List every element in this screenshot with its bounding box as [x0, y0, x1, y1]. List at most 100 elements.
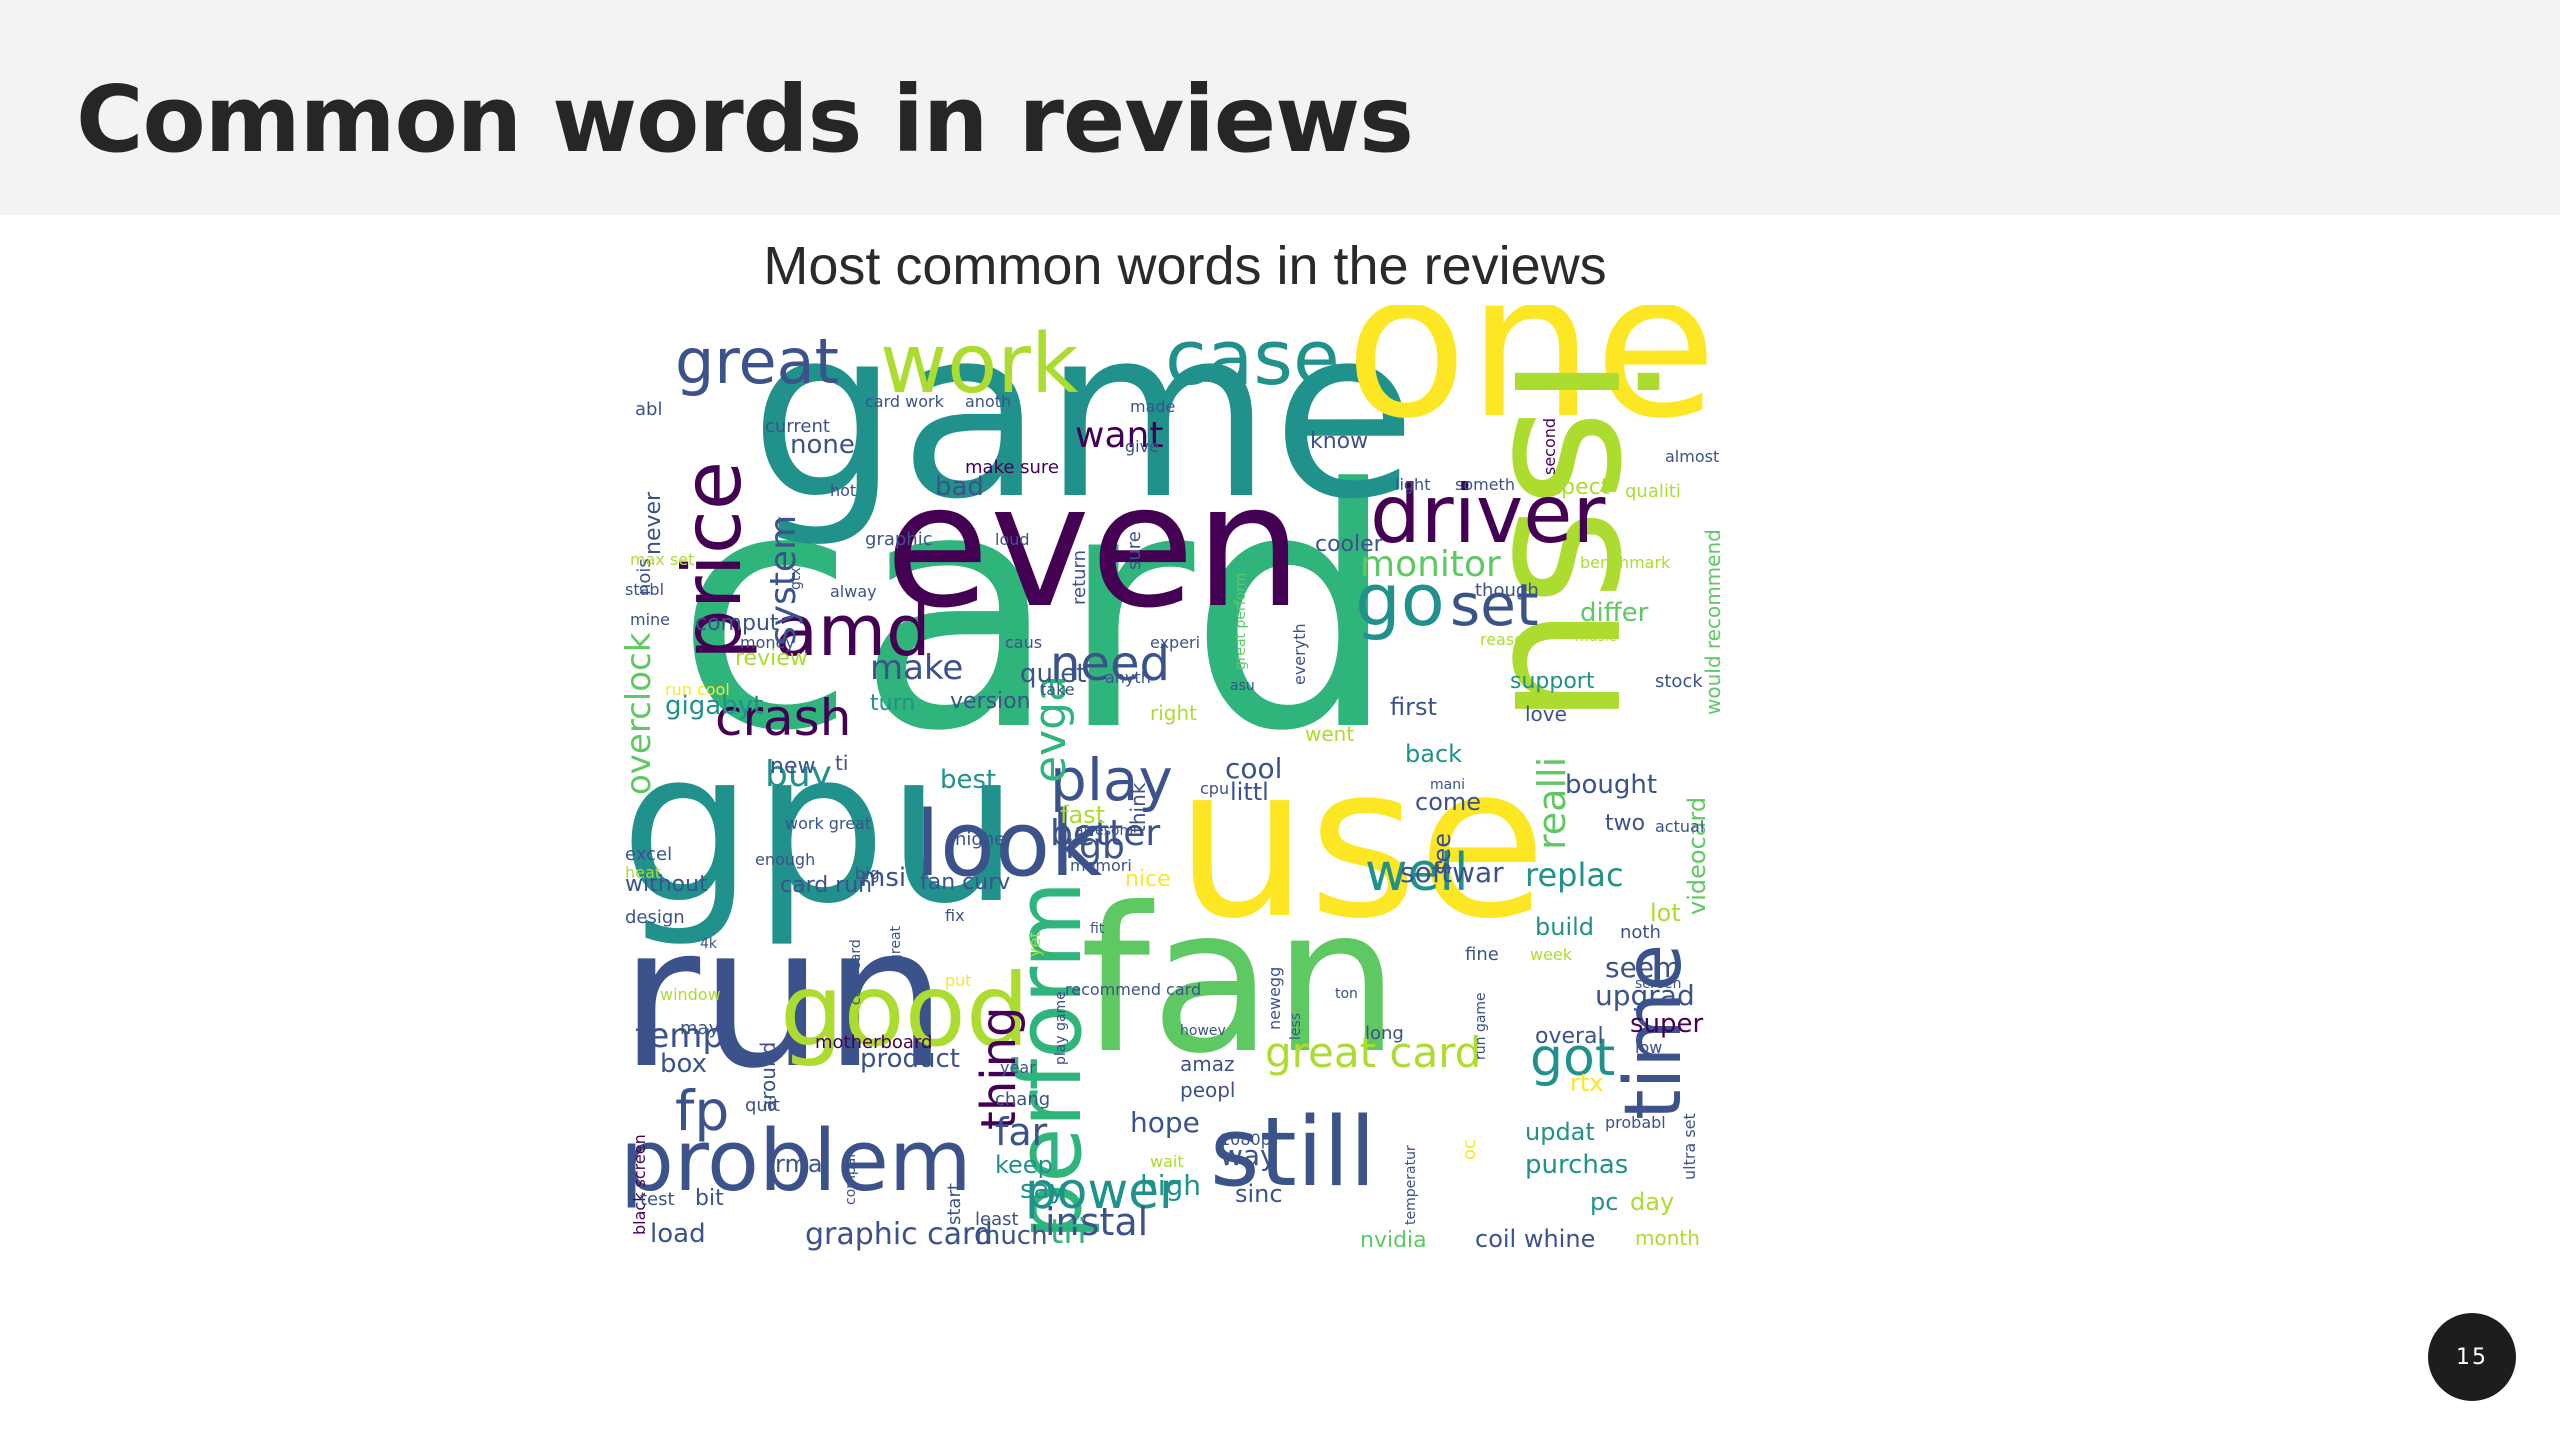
wordcloud-word: howev	[1180, 1023, 1226, 1039]
wordcloud-word: go	[1355, 558, 1445, 642]
title-bar: Common words in reviews	[0, 0, 2560, 215]
wordcloud-word: coil whine	[1475, 1225, 1595, 1253]
wordcloud-word: max set	[630, 550, 694, 569]
wordcloud-word: stabl	[625, 580, 664, 599]
wordcloud-word: realli	[1530, 757, 1574, 850]
wordcloud-word: best	[940, 765, 996, 795]
wordcloud-word: gpu	[620, 705, 1020, 950]
wordcloud-word: good	[780, 952, 1029, 1069]
wordcloud-word: love	[1525, 702, 1567, 726]
wordcloud-word: cool	[1225, 752, 1282, 785]
wordcloud-word: think	[1126, 782, 1150, 833]
wordcloud-word: amaz	[1180, 1052, 1235, 1076]
wordcloud-word: issu	[1470, 355, 1691, 726]
wordcloud-word: support	[1510, 669, 1595, 694]
wordcloud-word: load	[650, 1219, 706, 1249]
wordcloud-word: instal	[1045, 1200, 1148, 1244]
wordcloud-word: ti	[835, 751, 848, 775]
wordcloud-word: even	[885, 448, 1303, 646]
wordcloud-word: year	[1000, 1058, 1036, 1077]
wordcloud-word: enough	[755, 850, 815, 869]
wordcloud-word: turn	[870, 691, 915, 716]
wordcloud-word: keep	[995, 1151, 1053, 1179]
wordcloud-word: one	[1345, 305, 1717, 463]
wordcloud-word: come	[1415, 788, 1481, 816]
wordcloud-word: put	[945, 971, 972, 990]
wordcloud-word: videocard	[1683, 797, 1711, 915]
wordcloud-word: fan	[1080, 865, 1400, 1098]
wordcloud-word: second	[1540, 418, 1559, 475]
wordcloud-word: heat	[625, 863, 661, 882]
wordcloud-word: cooler	[1315, 532, 1384, 557]
wordcloud-word: case	[1165, 313, 1340, 402]
wordcloud-word: least	[975, 1209, 1019, 1230]
wordcloud-word: low	[1635, 1038, 1662, 1057]
wordcloud-word: box	[660, 1049, 707, 1079]
wordcloud-word: see	[1428, 833, 1456, 875]
wordcloud-word: know	[1310, 429, 1368, 454]
wordcloud-word: use	[1175, 720, 1547, 965]
wordcloud-word: higher	[955, 829, 1013, 850]
wordcloud-word: around	[756, 1042, 780, 1112]
wordcloud-word: fix	[945, 906, 965, 925]
wordcloud-word: monitor	[1360, 544, 1501, 585]
wordcloud-word: experi	[1150, 633, 1200, 652]
wordcloud-word: high	[1140, 1169, 1201, 1202]
wordcloud-word: want	[1075, 415, 1163, 456]
wordcloud-word: sinc	[1235, 1180, 1283, 1208]
wordcloud-word: play game	[1053, 991, 1069, 1065]
wordcloud-word: overal	[1535, 1024, 1604, 1049]
wordcloud-word: updat	[1525, 1118, 1595, 1146]
wordcloud-word: card run	[780, 873, 872, 898]
wordcloud-word: 4k	[700, 936, 718, 952]
wordcloud-word: give	[1125, 437, 1159, 456]
wordcloud-word: take	[1040, 680, 1075, 699]
wordcloud-word: run cool	[665, 680, 730, 699]
wordcloud-word: actual	[1655, 817, 1704, 836]
wordcloud-word: time	[1609, 944, 1699, 1120]
wordcloud-word: bought	[1565, 770, 1657, 800]
wordcloud-word: two	[1605, 811, 1645, 836]
wordcloud-word: power	[1025, 1162, 1180, 1220]
wordcloud-word: without	[625, 872, 708, 897]
wordcloud-word: version	[950, 689, 1031, 714]
wordcloud-word: still	[1210, 1098, 1376, 1208]
wordcloud-word: abl	[635, 399, 662, 420]
wordcloud-word: ton	[1335, 986, 1358, 1002]
wordcloud-word: reason	[1480, 630, 1534, 649]
wordcloud-word: black screen	[630, 1134, 649, 1235]
wordcloud-word: price	[666, 461, 759, 660]
figure-title: Most common words in the reviews	[763, 236, 1607, 296]
wordcloud-word: probabl	[1605, 1113, 1666, 1132]
wordcloud-word: buy	[765, 754, 832, 795]
wordcloud-word: run	[620, 884, 947, 1111]
wordcloud-word: temperatur	[1403, 1145, 1419, 1225]
wordcloud-word: anyth	[1105, 668, 1151, 687]
slide-title: Common words in reviews	[76, 66, 1414, 173]
wordcloud-word: card work	[865, 392, 945, 411]
wordcloud-word: memori	[1070, 856, 1132, 875]
wordcloud-word: run game	[1473, 992, 1489, 1060]
wordcloud-word: 1080p	[1220, 1130, 1271, 1149]
wordcloud-word: fit	[1090, 921, 1105, 937]
wordcloud-word: far	[995, 1110, 1048, 1154]
wordcloud-word: expect	[1535, 475, 1610, 500]
wordcloud-word: super	[1630, 1009, 1704, 1039]
wordcloud-word: great card	[1265, 1028, 1481, 1077]
wordcloud-word: nvidia	[1360, 1228, 1427, 1253]
wordcloud-word: thing	[971, 1007, 1027, 1130]
wordcloud-word: card card	[848, 939, 864, 1005]
wordcloud-word: bad	[935, 472, 984, 502]
wordcloud-word: great perform	[1233, 573, 1249, 670]
wordcloud-word: way	[1220, 1139, 1277, 1172]
wordcloud-word: play	[1050, 746, 1173, 814]
wordcloud-word: amd	[775, 590, 931, 672]
wordcloud-word: alway	[830, 582, 877, 601]
wordcloud-word: none	[790, 430, 855, 460]
wordcloud-word: made	[1130, 397, 1175, 416]
wordcloud-word: work	[880, 317, 1079, 412]
wordcloud-word: upgrad	[1595, 979, 1695, 1012]
wordcloud-word: rtx	[1570, 1069, 1603, 1097]
wordcloud-word: big	[855, 864, 880, 883]
